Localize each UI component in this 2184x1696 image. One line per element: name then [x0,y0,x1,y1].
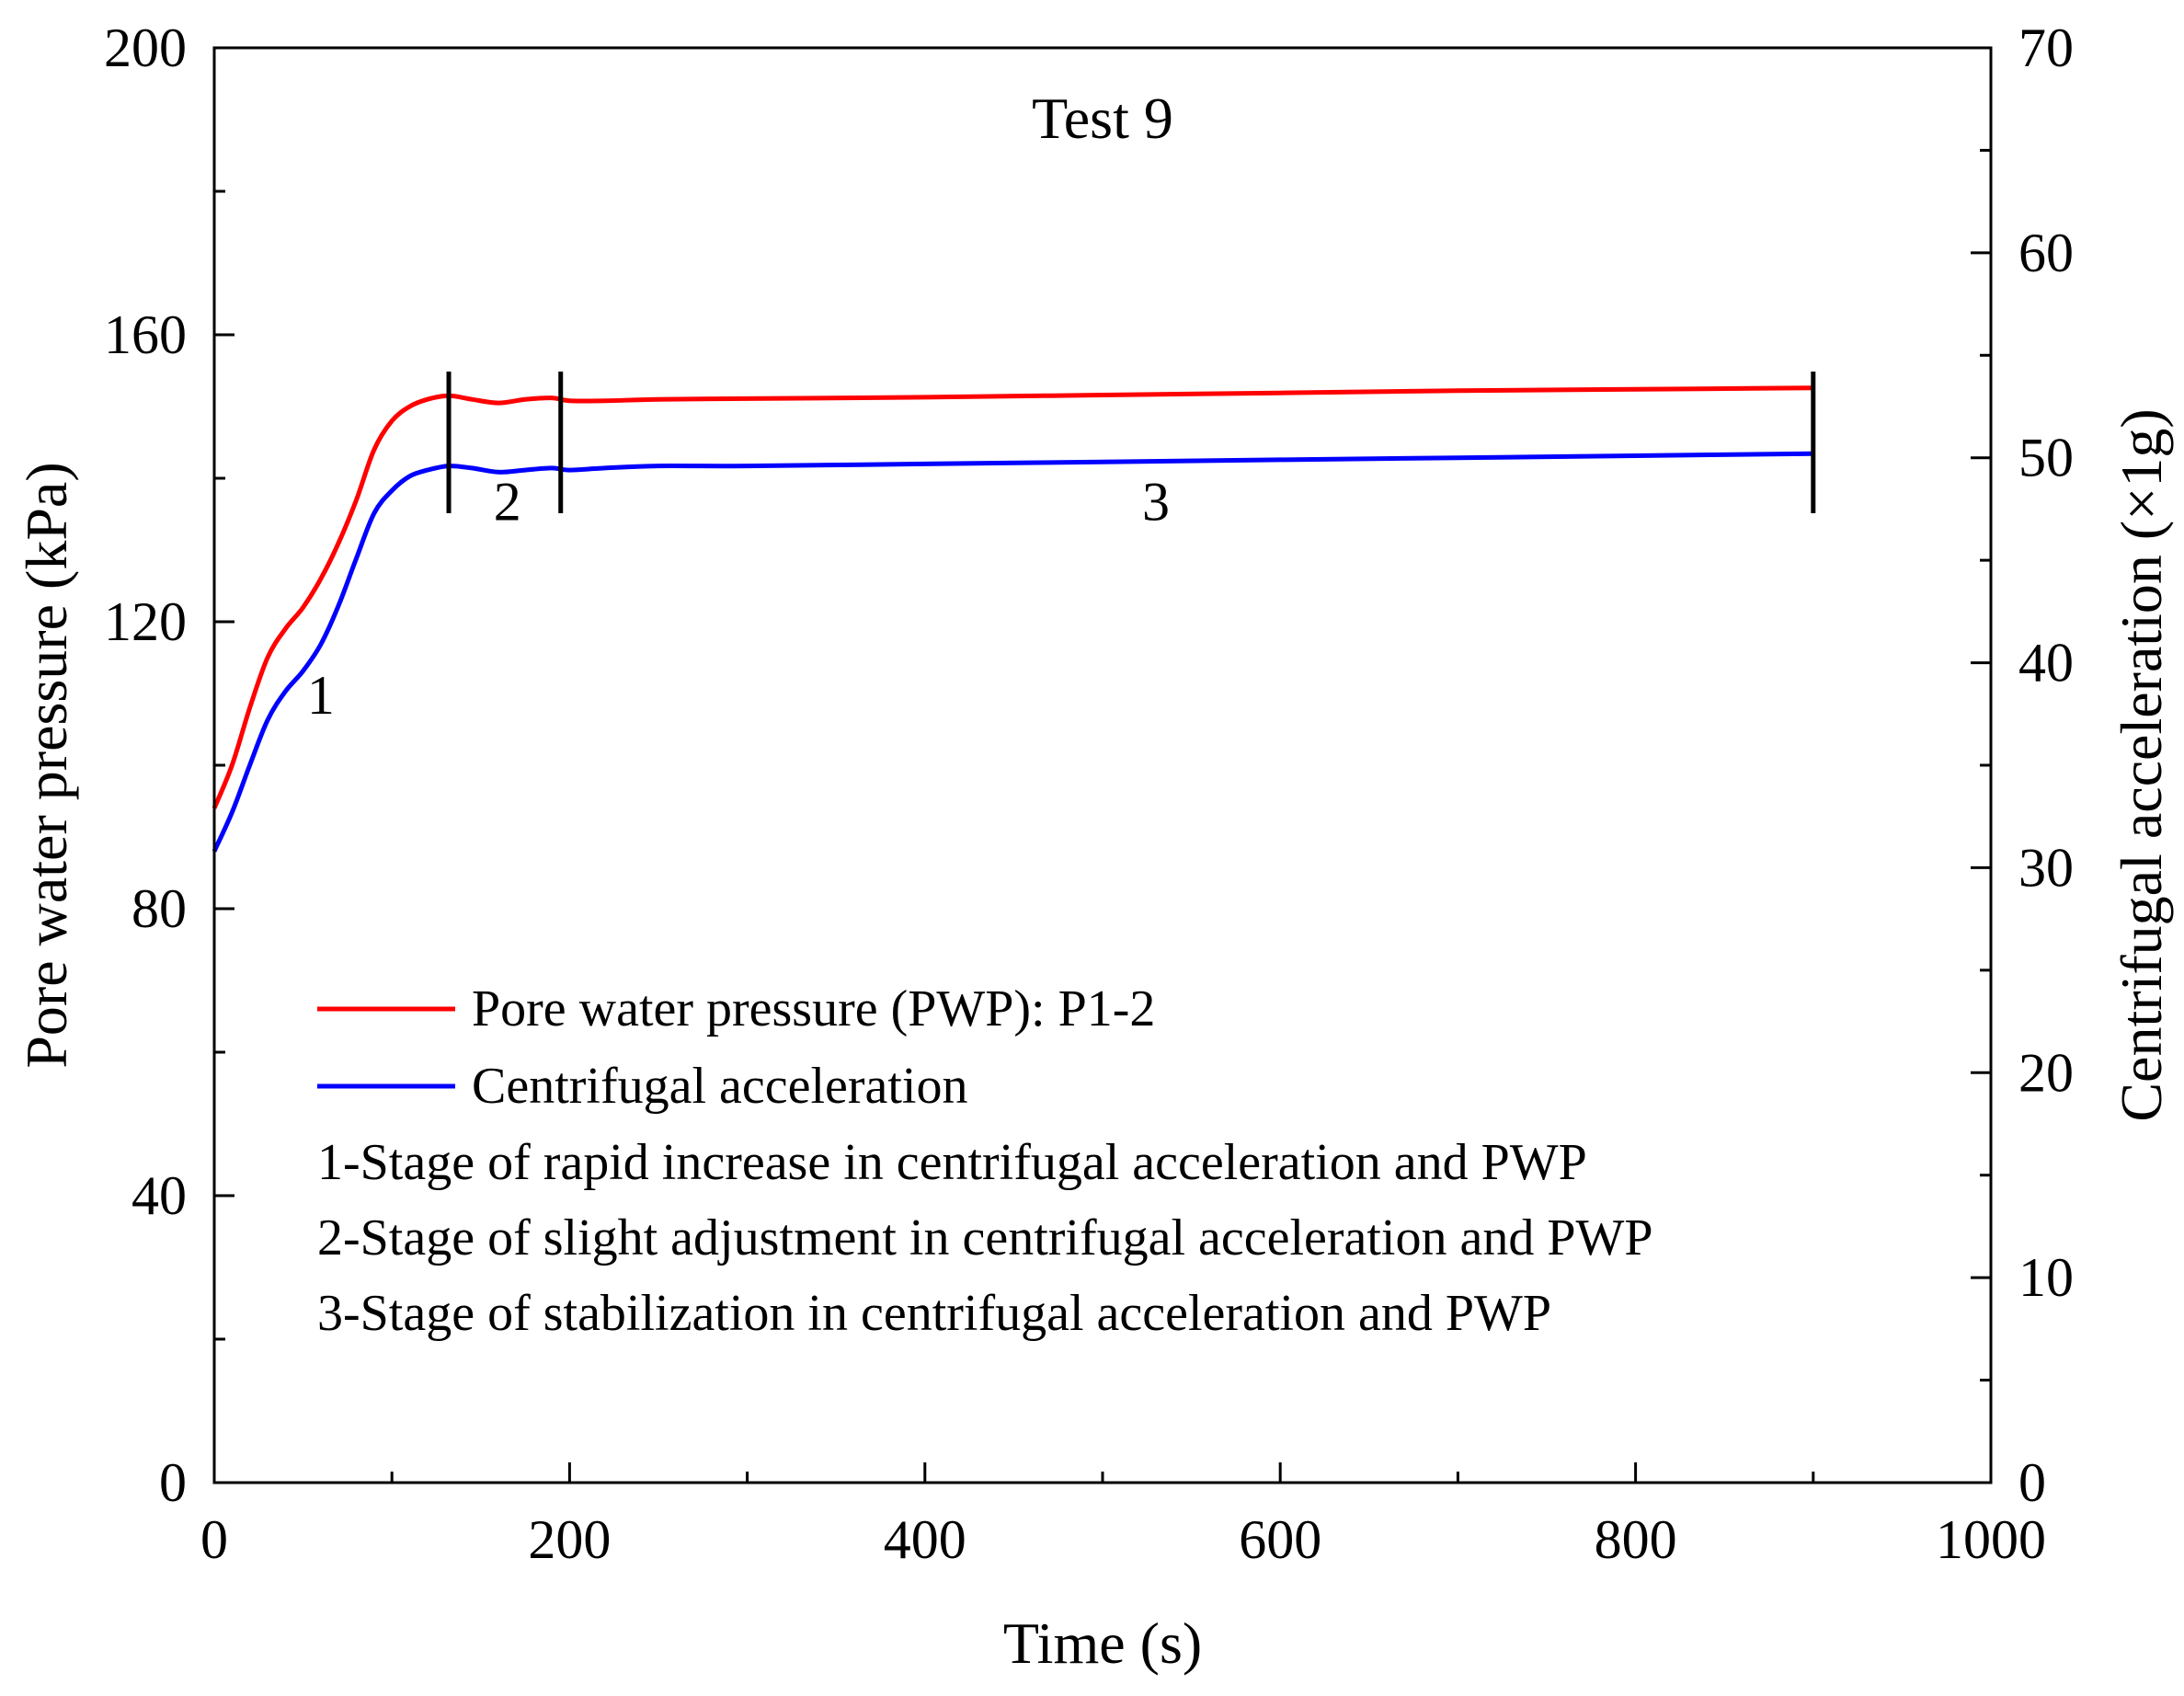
legend-note-stage-3: 3-Stage of stabilization in centrifugal … [317,1285,1551,1342]
y-tick-label-80: 80 [131,878,187,939]
legend-note-stage-2: 2-Stage of slight adjustment in centrifu… [317,1209,1652,1266]
x-axis-ticks: 0 200 400 600 800 1000 [200,1462,2046,1570]
stage-label-1: 1 [307,665,335,726]
x-tick-label-200: 200 [528,1509,611,1570]
series-line-acceleration [212,451,1813,853]
y2-tick-label-70: 70 [2018,17,2074,78]
x-tick-label-400: 400 [884,1509,966,1570]
y2-tick-label-0: 0 [2018,1452,2046,1513]
y2-tick-label-30: 30 [2018,837,2074,898]
y2-tick-label-60: 60 [2018,223,2074,283]
legend-note-stage-1: 1-Stage of rapid increase in centrifugal… [317,1134,1587,1191]
legend-label-pwp: Pore water pressure (PWP): P1-2 [472,980,1155,1037]
y-tick-label-40: 40 [131,1165,187,1226]
x-tick-label-0: 0 [200,1509,228,1570]
series-line-pwp [212,385,1813,809]
stage-label-3: 3 [1142,471,1170,532]
y2-tick-label-10: 10 [2018,1247,2074,1308]
y-axis-ticks: 0 40 80 120 160 200 [104,17,234,1513]
y2-tick-label-20: 20 [2018,1042,2074,1103]
series-layer [212,385,1813,853]
y2-axis-title: Centrifugal acceleration (×1g) [2109,408,2174,1121]
x-tick-label-1000: 1000 [1936,1509,2046,1570]
stage-boundaries [446,372,1816,513]
y-tick-label-200: 200 [104,17,187,78]
x-tick-label-800: 800 [1595,1509,1677,1570]
y-tick-label-160: 160 [104,304,187,365]
plot-title: Test 9 [1032,86,1173,151]
x-axis-title: Time (s) [1003,1610,1202,1676]
plot-frame [212,46,1993,1484]
y2-tick-label-50: 50 [2018,428,2074,488]
x-tick-label-600: 600 [1239,1509,1321,1570]
stage-label-2: 2 [494,471,521,532]
y-tick-label-120: 120 [104,591,187,652]
legend-label-acceleration: Centrifugal acceleration [472,1058,968,1115]
y2-tick-label-40: 40 [2018,633,2074,693]
y-axis-title: Pore water pressure (kPa) [14,462,79,1068]
y2-axis-ticks: 0 10 20 30 40 50 60 70 [1971,17,2074,1513]
y-tick-label-0: 0 [159,1452,187,1513]
legend: Pore water pressure (PWP): P1-2 Centrifu… [317,980,1652,1342]
